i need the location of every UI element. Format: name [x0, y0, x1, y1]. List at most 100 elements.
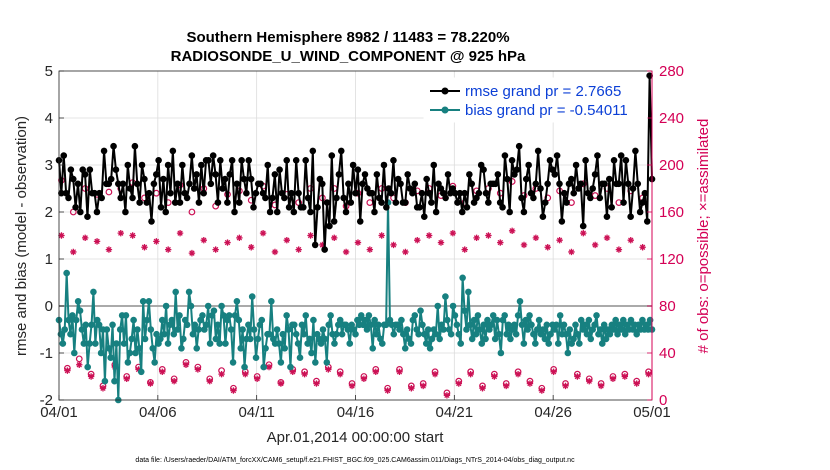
rmse-point-240 [624, 180, 632, 188]
rmse-point-40 [150, 180, 158, 188]
bias-point-188 [415, 330, 422, 338]
bias-point-84 [216, 340, 223, 347]
rmse-point-91 [271, 171, 279, 178]
y-tick-label-right-0: 0 [659, 392, 667, 409]
legend: rmse grand pr = 2.7665 bias grand pr = -… [423, 77, 648, 123]
bias-point-128 [300, 330, 308, 338]
bias-point-32 [116, 326, 124, 333]
assimilated-point-32 [248, 244, 255, 251]
bias-point-57 [164, 340, 172, 347]
rmse-point-164 [444, 171, 452, 178]
bias-point-91 [229, 359, 237, 366]
rmse-point-54 [183, 194, 191, 202]
rmse-point-107 [309, 147, 317, 155]
bias-point-34 [120, 340, 128, 347]
bias-point-151 [344, 326, 352, 333]
rmse-point-204 [539, 213, 547, 220]
x-tick-label-0: 04/01 [40, 404, 78, 421]
bias-point-15 [84, 363, 91, 371]
bias-point-271 [574, 330, 581, 338]
bias-point-29 [111, 377, 118, 385]
y-tick-label-3: 1 [45, 251, 53, 268]
assimilated-point-83 [550, 368, 557, 375]
rmse-point-226 [591, 171, 599, 178]
bias-point-141 [325, 321, 333, 329]
rmse-point-126 [354, 166, 362, 173]
bias-point-218 [472, 330, 480, 338]
rmse-point-104 [302, 157, 309, 164]
rmse-point-141 [390, 157, 397, 164]
bias-point-191 [421, 330, 428, 338]
assimilated-point-22 [188, 249, 196, 257]
bias-point-69 [187, 302, 195, 310]
bias-point-236 [507, 335, 514, 343]
assimilated-point-66 [449, 229, 457, 237]
rmse-point-88 [264, 161, 272, 169]
rmse-series [55, 72, 656, 253]
rmse-point-73 [228, 157, 236, 164]
assimilated-point-87 [574, 373, 581, 380]
rmse-point-7 [72, 204, 79, 211]
y-tick-label-7: 5 [45, 63, 53, 80]
rmse-point-209 [551, 171, 559, 178]
rmse-point-64 [207, 180, 215, 188]
assimilated-point-89 [586, 378, 593, 385]
x-tick-label-2: 04/11 [238, 404, 274, 421]
bias-point-212 [461, 307, 468, 315]
rmse-point-246 [639, 199, 646, 206]
x-axis: 04/01 04/06 04/11 04/16 04/21 04/26 05/01 [40, 395, 671, 421]
bias-point-238 [510, 321, 518, 329]
assimilated-point-96 [627, 237, 634, 244]
x-tick-label-4: 04/21 [436, 404, 474, 421]
rmse-point-95 [281, 194, 288, 202]
assimilated-point-63 [431, 370, 439, 378]
assimilated-point-24 [200, 237, 207, 244]
bias-point-127 [298, 321, 306, 329]
rmse-point-238 [620, 199, 627, 206]
bias-point-71 [191, 321, 199, 329]
bias-point-94 [235, 316, 243, 324]
rmse-point-67 [214, 199, 222, 206]
bias-point-219 [474, 312, 482, 319]
bias-point-294 [618, 326, 625, 333]
bias-point-257 [547, 330, 554, 338]
rmse-point-27 [119, 180, 127, 188]
assimilated-point-94 [615, 246, 623, 253]
bias-point-295 [620, 316, 627, 324]
bias-point-67 [183, 321, 191, 329]
legend-bias-label: bias grand pr = -0.54011 [465, 102, 628, 119]
bias-point-273 [577, 316, 585, 324]
bias-point-175 [390, 330, 398, 338]
rmse-point-24 [112, 166, 120, 173]
assimilated-point-28 [224, 239, 231, 246]
assimilated-point-0 [58, 232, 65, 239]
rmse-point-211 [556, 180, 563, 188]
bias-point-13 [80, 340, 88, 347]
bias-point-86 [220, 312, 227, 319]
rmse-point-117 [333, 194, 340, 202]
assimilated-point-58 [402, 248, 409, 256]
assimilated-point-57 [396, 368, 403, 375]
assimilated-point-23 [194, 366, 202, 373]
bias-point-161 [363, 326, 371, 333]
bias-point-39 [130, 316, 137, 324]
bias-point-16 [86, 340, 93, 347]
rmse-point-56 [188, 152, 196, 159]
x-tick-label-3: 04/16 [337, 404, 375, 421]
rmse-point-11 [81, 171, 89, 178]
rmse-point-187 [499, 204, 506, 211]
bias-point-79 [206, 340, 214, 347]
bias-point-239 [512, 330, 520, 338]
assimilated-point-81 [538, 387, 546, 394]
rmse-point-232 [606, 175, 613, 183]
bias-point-119 [283, 312, 290, 319]
footer-data-file: data file: /Users/raeder/DAI/ATM_forcXX/… [135, 457, 575, 464]
rmse-point-167 [451, 189, 459, 197]
rmse-point-152 [416, 204, 423, 211]
bias-point-50 [151, 359, 158, 366]
bias-point-220 [476, 326, 484, 333]
y-tick-label-4: 2 [45, 204, 53, 221]
legend-bias-marker [441, 106, 449, 114]
bias-point-211 [459, 274, 466, 282]
bias-point-223 [482, 335, 489, 343]
